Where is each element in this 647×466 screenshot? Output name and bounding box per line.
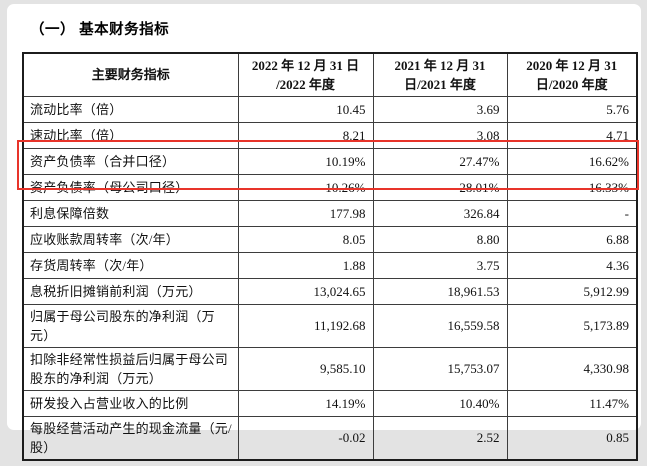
value-2021: 16,559.58 <box>372 304 508 348</box>
table-row: 资产负债率（母公司口径） 10.26% 28.01% 16.33% <box>22 174 638 201</box>
table-row: 存货周转率（次/年） 1.88 3.75 4.36 <box>22 252 638 279</box>
value-2020: - <box>506 200 638 227</box>
value-2022: 14.19% <box>237 390 374 417</box>
value-2021: 28.01% <box>372 174 508 201</box>
value-2022: 9,585.10 <box>237 347 374 391</box>
value-2020: 5,173.89 <box>506 304 638 348</box>
table-header-row: 主要财务指标 2022 年 12 月 31 日/2022 年度 2021 年 1… <box>22 52 638 97</box>
indicator-label: 资产负债率（母公司口径） <box>22 174 239 201</box>
table-row: 每股经营活动产生的现金流量（元/股） -0.02 2.52 0.85 <box>22 416 638 461</box>
indicator-label: 资产负债率（合并口径） <box>22 148 239 175</box>
value-2022: 10.19% <box>237 148 374 175</box>
value-2020: 5.76 <box>506 96 638 123</box>
value-2021: 10.40% <box>372 390 508 417</box>
value-2021: 3.75 <box>372 252 508 279</box>
indicator-label: 存货周转率（次/年） <box>22 252 239 279</box>
table-row: 速动比率（倍） 8.21 3.08 4.71 <box>22 122 638 149</box>
table-row: 研发投入占营业收入的比例 14.19% 10.40% 11.47% <box>22 390 638 417</box>
value-2020: 4.36 <box>506 252 638 279</box>
value-2020: 0.85 <box>506 416 638 461</box>
header-2020: 2020 年 12 月 31 日/2020 年度 <box>506 52 638 97</box>
table-row: 扣除非经常性损益后归属于母公司股东的净利润（万元） 9,585.10 15,75… <box>22 347 638 391</box>
value-2022: 10.26% <box>237 174 374 201</box>
header-2021: 2021 年 12 月 31 日/2021 年度 <box>372 52 508 97</box>
value-2022: 8.21 <box>237 122 374 149</box>
indicator-label: 归属于母公司股东的净利润（万元） <box>22 304 239 348</box>
table-row: 资产负债率（合并口径） 10.19% 27.47% 16.62% <box>22 148 638 175</box>
indicator-label: 应收账款周转率（次/年） <box>22 226 239 253</box>
value-2022: 10.45 <box>237 96 374 123</box>
indicator-label: 每股经营活动产生的现金流量（元/股） <box>22 416 239 461</box>
indicator-label: 利息保障倍数 <box>22 200 239 227</box>
value-2021: 8.80 <box>372 226 508 253</box>
indicator-label: 息税折旧摊销前利润（万元） <box>22 278 239 305</box>
financial-indicators-table: 主要财务指标 2022 年 12 月 31 日/2022 年度 2021 年 1… <box>22 52 638 461</box>
value-2021: 3.08 <box>372 122 508 149</box>
value-2020: 16.33% <box>506 174 638 201</box>
indicator-label: 扣除非经常性损益后归属于母公司股东的净利润（万元） <box>22 347 239 391</box>
value-2022: 8.05 <box>237 226 374 253</box>
section-title: （一） 基本财务指标 <box>30 22 170 38</box>
value-2022: 13,024.65 <box>237 278 374 305</box>
table-row: 归属于母公司股东的净利润（万元） 11,192.68 16,559.58 5,1… <box>22 304 638 348</box>
value-2021: 27.47% <box>372 148 508 175</box>
table-row: 利息保障倍数 177.98 326.84 - <box>22 200 638 227</box>
header-2022: 2022 年 12 月 31 日/2022 年度 <box>237 52 374 97</box>
table-row: 应收账款周转率（次/年） 8.05 8.80 6.88 <box>22 226 638 253</box>
value-2021: 15,753.07 <box>372 347 508 391</box>
value-2020: 16.62% <box>506 148 638 175</box>
value-2021: 326.84 <box>372 200 508 227</box>
table-row: 流动比率（倍） 10.45 3.69 5.76 <box>22 96 638 123</box>
value-2021: 3.69 <box>372 96 508 123</box>
value-2021: 2.52 <box>372 416 508 461</box>
value-2021: 18,961.53 <box>372 278 508 305</box>
value-2020: 4,330.98 <box>506 347 638 391</box>
value-2022: -0.02 <box>237 416 374 461</box>
value-2020: 6.88 <box>506 226 638 253</box>
value-2020: 11.47% <box>506 390 638 417</box>
indicator-label: 研发投入占营业收入的比例 <box>22 390 239 417</box>
value-2020: 4.71 <box>506 122 638 149</box>
indicator-label: 速动比率（倍） <box>22 122 239 149</box>
value-2022: 11,192.68 <box>237 304 374 348</box>
table-row: 息税折旧摊销前利润（万元） 13,024.65 18,961.53 5,912.… <box>22 278 638 305</box>
value-2022: 177.98 <box>237 200 374 227</box>
document-page: （一） 基本财务指标 主要财务指标 2022 年 12 月 31 日/2022 … <box>7 4 641 461</box>
value-2022: 1.88 <box>237 252 374 279</box>
header-main-indicators: 主要财务指标 <box>22 52 239 97</box>
indicator-label: 流动比率（倍） <box>22 96 239 123</box>
financial-table-container: 主要财务指标 2022 年 12 月 31 日/2022 年度 2021 年 1… <box>17 52 639 461</box>
value-2020: 5,912.99 <box>506 278 638 305</box>
